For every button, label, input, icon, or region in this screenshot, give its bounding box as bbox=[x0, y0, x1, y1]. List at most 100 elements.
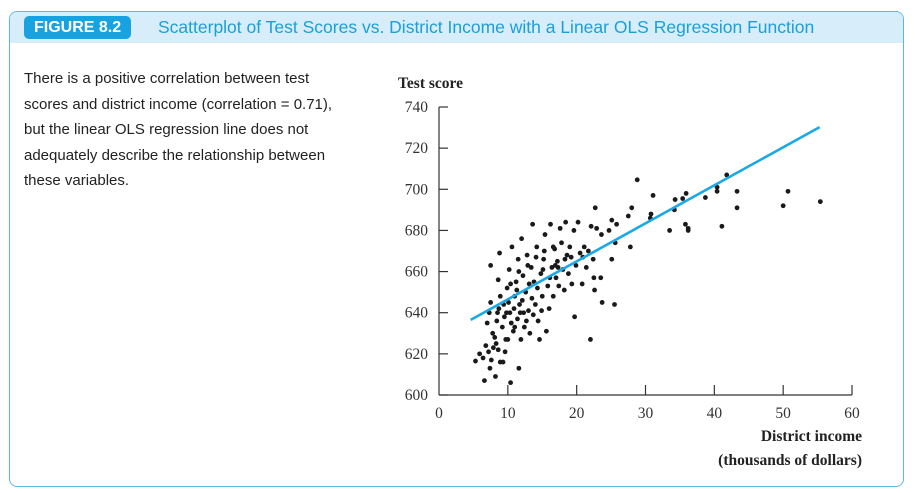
data-point bbox=[508, 380, 513, 386]
data-point bbox=[573, 263, 579, 268]
data-point bbox=[507, 310, 513, 316]
data-point bbox=[482, 378, 487, 383]
data-point bbox=[559, 240, 564, 246]
data-point bbox=[515, 256, 521, 262]
data-point bbox=[502, 349, 508, 355]
figure-badge: FIGURE 8.2 bbox=[24, 16, 132, 39]
x-tick-label: 20 bbox=[569, 405, 585, 422]
data-point bbox=[785, 188, 791, 194]
data-point bbox=[667, 228, 672, 233]
data-point bbox=[583, 265, 589, 270]
data-point bbox=[513, 279, 519, 285]
data-point bbox=[521, 324, 527, 330]
data-point bbox=[606, 228, 612, 233]
data-point bbox=[598, 275, 604, 281]
data-point bbox=[530, 221, 536, 227]
data-point bbox=[497, 293, 503, 299]
data-point bbox=[702, 195, 708, 200]
x-axis-label: District income bbox=[761, 428, 862, 445]
data-point bbox=[511, 306, 517, 311]
data-point bbox=[535, 285, 540, 291]
data-point bbox=[514, 287, 520, 293]
data-point bbox=[585, 248, 591, 254]
data-point bbox=[490, 330, 496, 336]
data-point bbox=[538, 271, 544, 277]
data-point bbox=[571, 228, 577, 233]
data-point bbox=[504, 285, 510, 291]
data-point bbox=[515, 316, 520, 322]
data-point bbox=[527, 330, 533, 336]
data-point bbox=[537, 337, 542, 342]
data-point bbox=[488, 357, 494, 363]
data-point bbox=[541, 256, 547, 262]
data-point bbox=[557, 225, 563, 231]
data-point bbox=[550, 293, 556, 299]
figure-header: FIGURE 8.2 Scatterplot of Test Scores vs… bbox=[10, 12, 903, 43]
y-tick-label: 720 bbox=[405, 140, 429, 157]
y-tick-label: 680 bbox=[405, 222, 429, 239]
data-point bbox=[494, 318, 500, 324]
data-point bbox=[496, 306, 502, 311]
data-point bbox=[516, 269, 522, 274]
data-point bbox=[488, 263, 494, 268]
data-point bbox=[540, 267, 546, 272]
data-point bbox=[553, 275, 559, 281]
data-point bbox=[480, 355, 486, 361]
data-point bbox=[572, 314, 578, 320]
data-point bbox=[504, 310, 509, 316]
y-tick-label: 640 bbox=[405, 305, 429, 322]
figure-card: FIGURE 8.2 Scatterplot of Test Scores vs… bbox=[9, 11, 904, 487]
data-point bbox=[612, 302, 617, 307]
data-point bbox=[484, 320, 490, 326]
data-point bbox=[683, 221, 688, 227]
data-point bbox=[575, 219, 581, 225]
data-point bbox=[541, 248, 547, 254]
data-point bbox=[634, 177, 640, 183]
data-point bbox=[508, 320, 514, 326]
data-point bbox=[650, 193, 656, 198]
data-point bbox=[517, 310, 523, 316]
data-point bbox=[519, 236, 524, 242]
data-point bbox=[566, 271, 571, 277]
data-point bbox=[483, 343, 489, 349]
data-point bbox=[588, 223, 594, 229]
data-point bbox=[554, 258, 560, 264]
data-point bbox=[680, 196, 686, 201]
data-point bbox=[495, 310, 500, 316]
data-point bbox=[609, 256, 615, 262]
data-point bbox=[588, 337, 593, 342]
data-point bbox=[599, 232, 604, 237]
data-point bbox=[592, 287, 597, 293]
data-point bbox=[577, 250, 583, 256]
data-point bbox=[629, 205, 635, 211]
data-point bbox=[545, 283, 551, 289]
data-point bbox=[505, 337, 511, 342]
data-point bbox=[683, 191, 689, 196]
data-point bbox=[714, 184, 720, 190]
data-point bbox=[592, 205, 598, 211]
data-point bbox=[579, 281, 585, 287]
x-tick-label: 40 bbox=[707, 405, 723, 422]
data-point bbox=[556, 283, 562, 289]
data-point bbox=[817, 199, 823, 205]
data-point bbox=[532, 302, 538, 307]
data-point bbox=[563, 219, 569, 225]
data-point bbox=[724, 172, 730, 178]
regression-line bbox=[470, 126, 821, 322]
data-point bbox=[539, 293, 545, 299]
data-point bbox=[526, 308, 531, 314]
data-point bbox=[486, 349, 491, 355]
data-point bbox=[609, 217, 615, 223]
data-point bbox=[627, 244, 633, 250]
x-tick-label: 10 bbox=[500, 405, 516, 422]
data-point bbox=[543, 328, 549, 334]
data-point bbox=[509, 244, 515, 250]
y-tick-label: 620 bbox=[405, 346, 429, 363]
data-point bbox=[524, 318, 529, 324]
data-point bbox=[493, 341, 499, 346]
data-point bbox=[591, 275, 597, 281]
data-point bbox=[648, 211, 654, 217]
data-point bbox=[499, 324, 505, 330]
data-point bbox=[542, 232, 548, 237]
data-point bbox=[564, 252, 570, 258]
